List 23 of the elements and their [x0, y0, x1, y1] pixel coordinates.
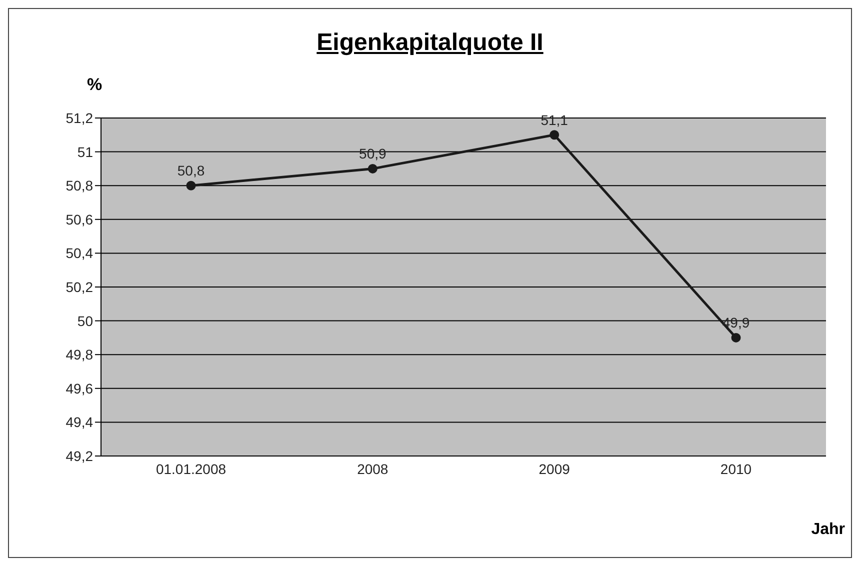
y-tick-label: 50 [77, 312, 94, 329]
data-label: 50,8 [177, 162, 205, 179]
point [186, 180, 196, 190]
y-tick-label: 51 [77, 144, 94, 160]
x-tick-label: 2009 [538, 460, 570, 477]
y-tick-label: 50,8 [66, 178, 94, 194]
y-tick-label: 50,6 [66, 211, 94, 228]
y-tick-label: 51,2 [66, 110, 94, 126]
x-tick-label: 01.01.2008 [156, 460, 226, 477]
y-tick-label: 49,8 [66, 346, 94, 363]
y-tick-label: 49,6 [66, 380, 94, 396]
point [550, 130, 560, 140]
y-tick-label: 50,2 [66, 278, 94, 295]
y-tick-label: 49,2 [66, 448, 94, 464]
x-tick-label: 2008 [357, 460, 388, 477]
chart-title: Eigenkapitalquote II [316, 29, 544, 57]
point [368, 164, 378, 174]
x-tick-label: 2010 [720, 460, 752, 477]
y-axis-title: % [87, 75, 102, 95]
point [731, 332, 741, 342]
x-axis-title: Jahr [811, 521, 845, 539]
y-tick-label: 49,4 [66, 414, 94, 430]
y-tick-label: 50,4 [66, 245, 94, 262]
